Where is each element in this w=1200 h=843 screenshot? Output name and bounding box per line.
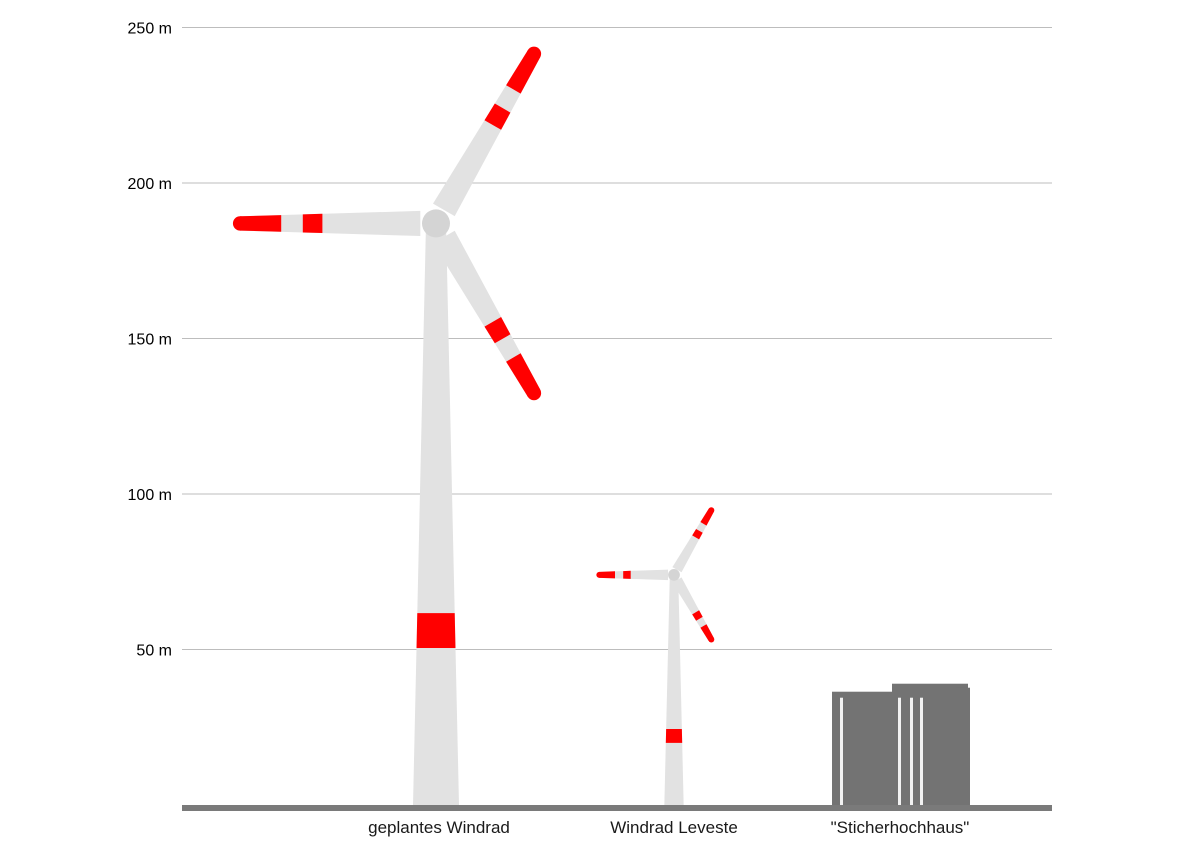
blade-tip — [708, 507, 715, 514]
blade-tip — [526, 385, 542, 401]
turbine-tower — [413, 223, 459, 805]
turbine-hub — [422, 209, 450, 238]
y-tick-label: 150 m — [128, 332, 172, 349]
y-tick-label: 250 m — [128, 21, 172, 38]
blade-warning-marking — [240, 215, 282, 232]
rotor-blade — [672, 577, 714, 641]
object-labels: geplantes Windrad Windrad Leveste "Sticher… — [368, 818, 969, 837]
wind-turbine — [232, 46, 542, 805]
rotor-blade — [433, 50, 541, 217]
wind-turbine — [596, 507, 715, 805]
object-label: geplantes Windrad — [368, 818, 510, 837]
blade-warning-marking — [302, 213, 323, 233]
blade-warning-marking — [692, 529, 703, 540]
rotor-blade — [599, 569, 668, 581]
building — [832, 683, 970, 805]
blade-tip — [708, 636, 715, 643]
blade-warning-marking — [506, 353, 541, 397]
building-annex — [956, 687, 970, 805]
building-window-stripe — [898, 697, 901, 805]
compared-objects — [232, 46, 970, 805]
turbine-tower — [664, 574, 684, 805]
building-block-right — [892, 683, 968, 805]
building-window-stripe — [840, 697, 843, 805]
object-label: Windrad Leveste — [610, 818, 738, 837]
object-label: "Sticherhochhaus" — [831, 818, 970, 837]
rotor-blade — [240, 210, 421, 236]
turbine-hub — [668, 568, 680, 581]
rotor-blade — [672, 508, 714, 573]
tower-warning-band — [416, 613, 456, 648]
blade-warning-marking — [692, 610, 703, 621]
rotor-blade — [433, 230, 541, 397]
blade-tip — [232, 216, 248, 231]
blade-tip — [526, 46, 542, 61]
gridlines — [182, 27, 1052, 650]
blade-warning-marking — [506, 50, 541, 94]
blade-tip — [596, 571, 603, 578]
building-window-stripe — [920, 697, 923, 805]
tower-warning-band — [665, 729, 683, 743]
ground-bar — [182, 805, 1052, 811]
y-tick-label: 200 m — [128, 176, 172, 193]
y-axis-tick-labels: 50 m 100 m 150 m 200 m 250 m — [128, 21, 172, 660]
blade-warning-marking — [599, 571, 615, 579]
ground-line — [182, 805, 1052, 811]
blade-warning-marking — [623, 570, 631, 579]
blade-warning-marking — [484, 103, 511, 130]
y-tick-label: 100 m — [128, 487, 172, 504]
y-tick-label: 50 m — [136, 643, 172, 660]
blade-warning-marking — [484, 317, 511, 344]
building-window-stripe — [910, 697, 913, 805]
